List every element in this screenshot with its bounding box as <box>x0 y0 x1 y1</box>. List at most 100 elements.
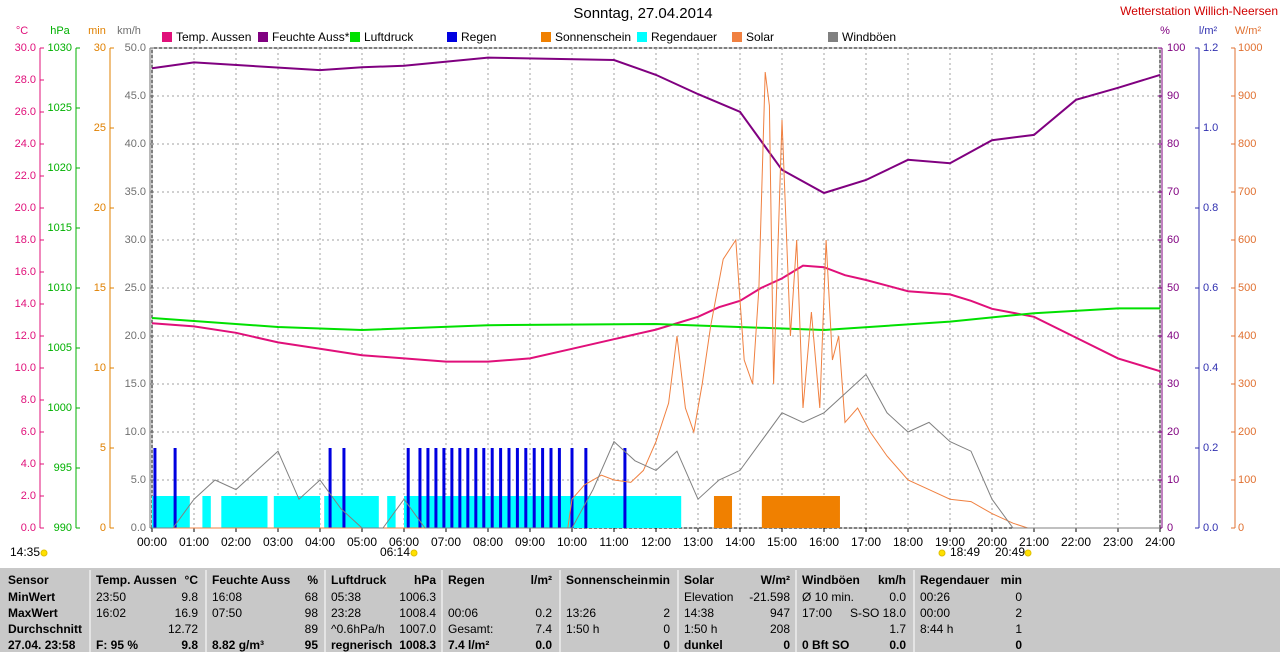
table-header-unit: km/h <box>878 573 906 587</box>
table-cell: 2 <box>663 606 670 620</box>
x-tick-label: 14:00 <box>725 535 755 549</box>
sun-icon <box>938 549 946 557</box>
x-tick-label: 04:00 <box>305 535 335 549</box>
legend-swatch <box>350 32 360 42</box>
y-tick-label: 28.0 <box>15 74 36 86</box>
table-cell: 00:06 <box>448 606 478 620</box>
table-cell: 89 <box>305 622 319 636</box>
y-tick-label: 16.0 <box>15 266 36 278</box>
y-tick-label: 50 <box>1167 282 1179 294</box>
table-header: Luftdruck <box>331 573 387 587</box>
rain-bar <box>328 448 332 528</box>
series-line <box>151 307 1160 332</box>
x-tick-label: 18:00 <box>893 535 923 549</box>
table-cell: 208 <box>770 622 790 636</box>
table-cell: 1:50 h <box>566 622 599 636</box>
legend-swatch <box>828 32 838 42</box>
y-tick-label: 35.0 <box>125 186 146 198</box>
y-tick-label: 0.0 <box>1203 522 1218 534</box>
y-tick-label: 1.0 <box>1203 122 1218 134</box>
table-cell: 9.8 <box>181 590 198 604</box>
rain-bar <box>584 448 588 528</box>
y-tick-label: 60 <box>1167 234 1179 246</box>
table-cell: 0 <box>663 622 670 636</box>
axis-unit: °C <box>16 25 28 37</box>
table-cell: regnerisch <box>331 638 392 652</box>
table-header-unit: min <box>1001 573 1022 587</box>
y-tick-label: 50.0 <box>125 42 146 54</box>
table-cell: 1 <box>1015 622 1022 636</box>
y-tick-label: 100 <box>1238 474 1256 486</box>
y-tick-label: 30 <box>94 42 106 54</box>
rain-bar <box>515 448 519 528</box>
duration-block <box>202 496 211 528</box>
table-cell: 7.4 <box>535 622 552 636</box>
legend-swatch <box>258 32 268 42</box>
axis-unit: hPa <box>50 25 70 37</box>
duration-block <box>273 496 320 528</box>
chart-title: Sonntag, 27.04.2014 <box>573 5 712 22</box>
legend-label: Windböen <box>842 30 896 44</box>
x-tick-label: 07:00 <box>431 535 461 549</box>
table-header-unit: hPa <box>414 573 436 587</box>
x-tick-label: 10:00 <box>557 535 587 549</box>
y-tick-label: 10 <box>94 362 106 374</box>
y-tick-label: 30.0 <box>15 42 36 54</box>
y-tick-label: 1030 <box>48 42 72 54</box>
x-tick-label: 15:00 <box>767 535 797 549</box>
y-tick-label: 25 <box>94 122 106 134</box>
x-tick-label: 11:00 <box>599 535 628 549</box>
rain-bar <box>458 448 462 528</box>
y-tick-label: 24.0 <box>15 138 36 150</box>
duration-block <box>152 496 190 528</box>
legend-label: Luftdruck <box>364 30 414 44</box>
table-cell: 98 <box>305 606 319 620</box>
y-tick-label: 14.0 <box>15 298 36 310</box>
sun-icon <box>40 549 48 557</box>
rain-bar <box>623 448 627 528</box>
rain-bar <box>549 448 553 528</box>
y-tick-label: 1010 <box>48 282 72 294</box>
table-header: Regen <box>448 573 485 587</box>
y-tick-label: 25.0 <box>125 282 146 294</box>
y-tick-label: 1025 <box>48 102 72 114</box>
y-tick-label: 0 <box>1167 522 1173 534</box>
table-cell: 0.0 <box>535 638 552 652</box>
legend-label: Regen <box>461 30 496 44</box>
table-cell: 07:50 <box>212 606 242 620</box>
table-cell: 23:50 <box>96 590 126 604</box>
table-cell: 95 <box>305 638 319 652</box>
y-tick-label: 40 <box>1167 330 1179 342</box>
y-tick-label: 1020 <box>48 162 72 174</box>
table-row-label: MaxWert <box>8 606 58 620</box>
table-row-label: Durchschnitt <box>8 622 82 636</box>
y-tick-label: 15.0 <box>125 378 146 390</box>
y-tick-label: 700 <box>1238 186 1256 198</box>
rain-bar <box>434 448 438 528</box>
table-header: Windböen <box>802 573 860 587</box>
table-cell: 1:50 h <box>684 622 717 636</box>
y-tick-label: 400 <box>1238 330 1256 342</box>
y-tick-label: 22.0 <box>15 170 36 182</box>
table-cell: 16:02 <box>96 606 126 620</box>
rain-bar <box>541 448 545 528</box>
rain-bar <box>490 448 494 528</box>
table-cell: 1008.3 <box>399 638 436 652</box>
table-cell: 13:26 <box>566 606 596 620</box>
axis-unit: % <box>1160 25 1170 37</box>
axis-unit: km/h <box>117 25 141 37</box>
y-tick-label: 995 <box>54 462 72 474</box>
legend-label: Temp. Aussen <box>176 30 251 44</box>
table-cell: 12.72 <box>168 622 198 636</box>
table-cell: 00:00 <box>920 606 950 620</box>
table-header: Sonnenschein <box>566 573 648 587</box>
x-tick-label: 13:00 <box>683 535 713 549</box>
y-tick-label: 990 <box>54 522 72 534</box>
axis-unit: min <box>88 25 106 37</box>
y-tick-label: 26.0 <box>15 106 36 118</box>
y-tick-label: 800 <box>1238 138 1256 150</box>
y-tick-label: 4.0 <box>21 458 36 470</box>
x-tick-label: 06:00 <box>389 535 419 549</box>
rain-bar <box>474 448 478 528</box>
y-tick-label: 15 <box>94 282 106 294</box>
